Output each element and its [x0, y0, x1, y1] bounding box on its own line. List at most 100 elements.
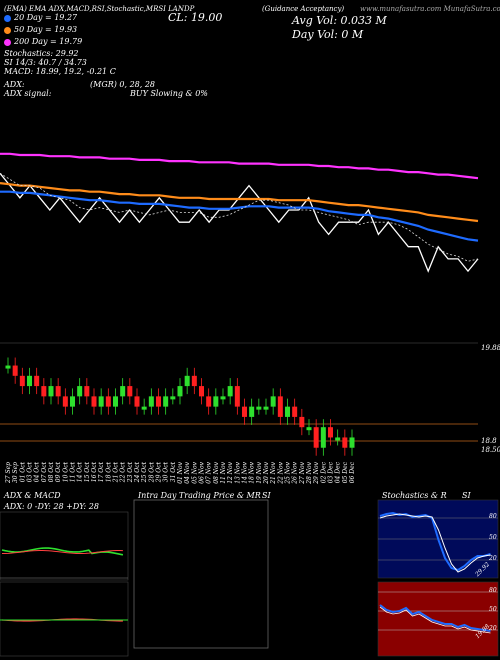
date-tick-label: 21 Nov: [270, 461, 277, 484]
candle-body: [120, 386, 126, 397]
date-tick-label: 16 Oct: [91, 461, 98, 482]
header-ema: (EMA) EMA: [4, 5, 47, 13]
header-symbol: LANDP: [168, 5, 195, 13]
candle-body: [113, 396, 118, 407]
adx-panel-values: ADX: 0 -DY: 28 +DY: 28: [4, 502, 99, 511]
candle-body: [349, 437, 355, 448]
date-tick-label: 15 Oct: [84, 461, 91, 482]
date-tick-label: 27 Sep: [5, 462, 12, 484]
candle-body: [328, 427, 333, 438]
date-tick-label: 29 Oct: [156, 461, 163, 483]
candle-body: [84, 386, 90, 397]
macd-line: MACD: 18.99, 19.2, -0.21 C: [4, 67, 116, 76]
date-tick-label: 09 Oct: [55, 461, 62, 482]
date-tick-label: 18 Oct: [105, 461, 112, 482]
date-tick-label: 14 Nov: [242, 461, 249, 483]
candle-body: [320, 427, 326, 448]
date-tick-label: 05 Dec: [342, 461, 349, 483]
legend-20day-dot: [4, 14, 11, 22]
date-tick-label: 22 Nov: [277, 461, 284, 484]
price-axis-top: 19.88: [481, 344, 500, 352]
rsi-tick-80: 80: [489, 587, 497, 594]
adx-signal-line: ADX signal:: [4, 89, 52, 98]
date-tick-label: 25 Oct: [141, 461, 148, 483]
rsi-tick-20: 20: [489, 625, 497, 632]
series-line-200-day: [0, 152, 479, 180]
adx-panel-title: ADX & MACD: [4, 491, 61, 500]
date-tick-label: 24 Oct: [134, 461, 141, 483]
close-label: CL:: [168, 11, 188, 24]
rsi-tick-50: 50: [489, 606, 497, 613]
intraday-panel: [133, 499, 269, 649]
site-label: www.munafasutra.com MunafaSutra.com: [360, 5, 500, 13]
stochastics-line: Stochastics: 29.92: [4, 49, 79, 58]
candle-body: [285, 406, 290, 417]
candle-body: [148, 396, 154, 407]
candle-body: [242, 406, 247, 417]
legend-20day-label: 20 Day = 19.27: [14, 13, 78, 22]
candle-body: [19, 375, 25, 387]
date-tick-label: 13 Nov: [234, 461, 241, 483]
buy-line: BUY Slowing & 0%: [130, 89, 208, 98]
date-tick-label: 27 Nov: [299, 461, 306, 484]
candle-body: [256, 406, 262, 410]
legend-20day: 20 Day = 19.27: [4, 13, 77, 22]
short-average-line: [0, 172, 479, 262]
candle-body: [342, 437, 348, 448]
candle-body: [5, 365, 11, 369]
candle-body: [98, 396, 104, 407]
price-axis-bottom1: 18.8: [481, 437, 497, 445]
date-tick-label: 28 Nov: [306, 461, 313, 484]
legend-50day-label: 50 Day = 19.93: [14, 25, 78, 34]
legend-50day-dot: [4, 26, 11, 34]
mrsi-line: (MGR) 0, 28, 28: [90, 80, 156, 89]
close-value: 19.00: [190, 11, 223, 24]
candle-body: [184, 375, 190, 387]
date-tick-label: 03 Oct: [27, 461, 34, 482]
candle-body: [263, 406, 269, 410]
candle-body: [177, 386, 183, 397]
series-line-20-day: [0, 190, 479, 242]
candle-body: [105, 396, 111, 407]
date-tick-label: 31 Oct: [170, 461, 177, 482]
candle-body: [234, 386, 240, 407]
date-tick-label: 07 Nov: [206, 461, 213, 483]
candle-body: [199, 386, 204, 397]
intraday-panel-title: Intra Day Trading Price & MR: [138, 491, 261, 500]
candle-body: [213, 396, 219, 407]
intraday-si-label: SI: [262, 491, 271, 500]
date-tick-label: 04 Nov: [184, 461, 191, 483]
candle-body: [313, 427, 319, 448]
candle-body: [191, 375, 197, 387]
candle-body: [227, 386, 233, 397]
candle-body: [62, 396, 68, 407]
date-tick-label: 20 Nov: [263, 461, 270, 484]
stoch-d-line: [379, 513, 491, 573]
date-tick-label: 17 Oct: [98, 461, 105, 482]
candle-body: [156, 396, 161, 407]
candle-body: [91, 396, 97, 407]
stoch-tick-20: 20: [489, 555, 497, 562]
date-tick-label: 08 Nov: [213, 461, 220, 483]
date-tick-label: 30 Oct: [163, 461, 170, 482]
legend-50day: 50 Day = 19.93: [4, 25, 77, 34]
candle-body: [292, 406, 298, 417]
date-tick-label: 19 Nov: [256, 461, 263, 483]
candle-body: [306, 427, 312, 431]
header-right: (Guidance Acceptancy): [262, 5, 345, 13]
date-tick-label: 25 Nov: [285, 461, 292, 484]
rsi-panel: [377, 581, 499, 657]
adx-line: ADX:: [4, 80, 25, 89]
date-tick-label: 11 Nov: [220, 461, 227, 483]
adx-minus-line: [1, 550, 123, 554]
candle-body: [41, 386, 47, 397]
date-tick-label: 02 Dec: [320, 461, 327, 483]
candle-body: [55, 386, 61, 397]
date-tick-label: 28 Oct: [148, 461, 155, 483]
candle-body: [70, 396, 75, 407]
date-tick-label: 21 Oct: [113, 461, 120, 483]
day-volume: Day Vol: 0 M: [292, 28, 364, 41]
adx-panel: [0, 511, 129, 581]
series-line-close: [0, 172, 479, 273]
